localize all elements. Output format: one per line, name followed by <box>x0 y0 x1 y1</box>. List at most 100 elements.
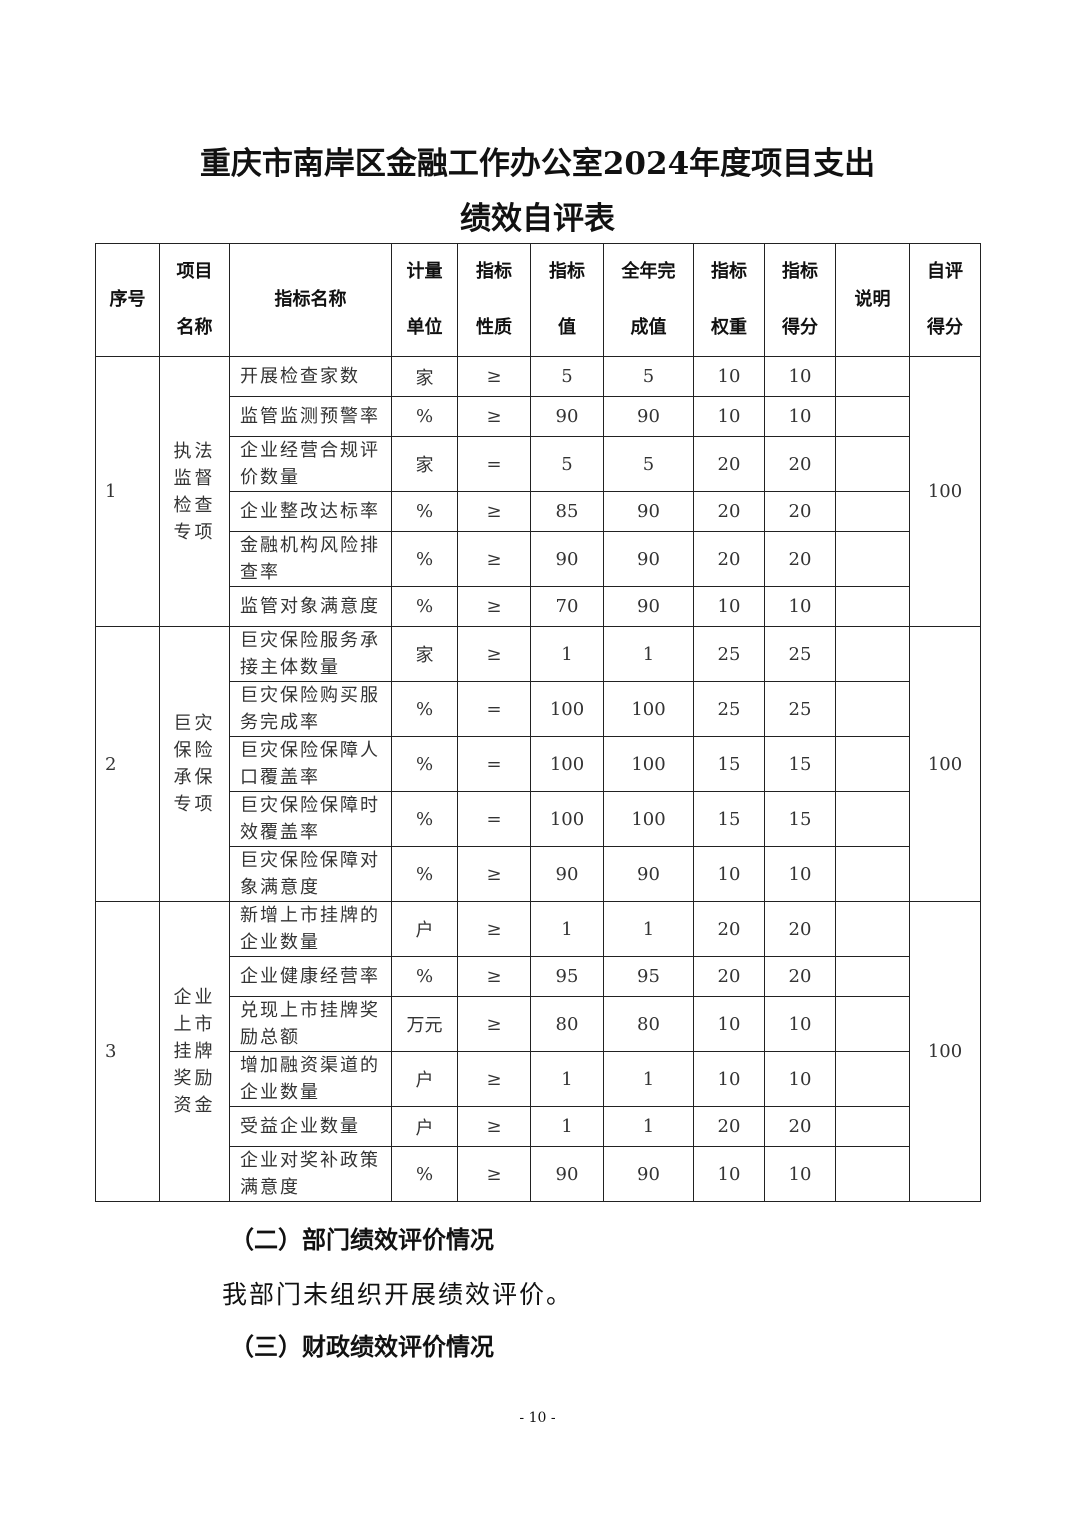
target-value: 90 <box>530 846 604 902</box>
actual-value: 100 <box>603 791 694 847</box>
note-cell <box>835 736 910 792</box>
column-header: 指标 权重 <box>693 243 765 357</box>
column-header: 指标值 <box>530 243 604 357</box>
nature: = <box>457 436 531 492</box>
target-value: 1 <box>530 626 604 682</box>
note-cell <box>835 901 910 957</box>
nature: ≥ <box>457 1146 531 1202</box>
indicator-name: 开展检查家数 <box>229 356 392 397</box>
table-header-row: 序号 项目 名称 指标名称 计量 单位 指标 性质 指标值全年完 成值 指标 权重 指标 得分 说明 自评 得分 <box>95 243 981 357</box>
target-value: 100 <box>530 791 604 847</box>
table-row: 3 企业 上市 挂牌 奖励 资金 新增上市挂牌的企业数量户 ≥1 1 20 20 100 <box>95 901 981 1202</box>
indicator-score: 10 <box>764 846 836 902</box>
indicator-name: 监管监测预警率 <box>229 396 392 437</box>
note-cell <box>835 491 910 532</box>
actual-value: 90 <box>603 846 694 902</box>
weight: 20 <box>693 491 765 532</box>
weight: 10 <box>693 1051 765 1107</box>
nature: ≥ <box>457 491 531 532</box>
target-value: 1 <box>530 1106 604 1147</box>
actual-value: 90 <box>603 491 694 532</box>
target-value: 70 <box>530 586 604 627</box>
weight: 10 <box>693 586 765 627</box>
section-3-heading: （三）财政绩效评价情况 <box>230 1333 494 1361</box>
weight: 15 <box>693 791 765 847</box>
weight: 20 <box>693 436 765 492</box>
nature: ≥ <box>457 396 531 437</box>
note-cell <box>835 396 910 437</box>
nature: ≥ <box>457 956 531 997</box>
note-cell <box>835 681 910 737</box>
table-row: 企业对奖补政策满意度% ≥90 90 10 10 <box>96 1146 981 1202</box>
unit: 家 <box>391 436 458 492</box>
unit: % <box>391 791 458 847</box>
actual-value: 80 <box>603 996 694 1052</box>
weight: 20 <box>693 531 765 587</box>
weight: 20 <box>693 956 765 997</box>
column-header: 计量 单位 <box>391 243 458 357</box>
note-cell <box>835 956 910 997</box>
actual-value: 1 <box>603 1051 694 1107</box>
column-header: 序号 <box>95 243 160 357</box>
indicator-name: 巨灾保险保障对象满意度 <box>229 846 392 902</box>
target-value: 5 <box>530 436 604 492</box>
note-cell <box>835 586 910 627</box>
section-2-heading: （二）部门绩效评价情况 <box>230 1226 494 1254</box>
nature: ≥ <box>457 626 531 682</box>
actual-value: 95 <box>603 956 694 997</box>
column-header: 自评 得分 <box>909 243 981 357</box>
actual-value: 1 <box>603 1106 694 1147</box>
actual-value: 1 <box>603 901 694 957</box>
unit: % <box>391 491 458 532</box>
indicator-score: 25 <box>764 681 836 737</box>
unit: % <box>391 956 458 997</box>
column-header: 项目 名称 <box>159 243 230 357</box>
nature: ≥ <box>457 846 531 902</box>
column-header: 指标名称 <box>229 243 392 357</box>
indicator-score: 15 <box>764 791 836 847</box>
target-value: 1 <box>530 1051 604 1107</box>
weight: 20 <box>693 1106 765 1147</box>
unit: % <box>391 531 458 587</box>
weight: 25 <box>693 626 765 682</box>
unit: % <box>391 396 458 437</box>
indicator-name: 巨灾保险保障时效覆盖率 <box>229 791 392 847</box>
unit: 家 <box>391 356 458 397</box>
note-cell <box>835 846 910 902</box>
weight: 10 <box>693 1146 765 1202</box>
unit: % <box>391 1146 458 1202</box>
indicator-score: 15 <box>764 736 836 792</box>
note-cell <box>835 626 910 682</box>
indicator-name: 企业经营合规评价数量 <box>229 436 392 492</box>
actual-value: 90 <box>603 531 694 587</box>
sequence-number: 1 <box>95 356 160 627</box>
project-name: 执法 监督 检查 专项 <box>159 356 230 627</box>
table-row: 企业健康经营率% ≥95 95 20 20 <box>96 956 981 997</box>
unit: 家 <box>391 626 458 682</box>
section-2-text: 我部门未组织开展绩效评价。 <box>222 1280 574 1309</box>
indicator-score: 20 <box>764 956 836 997</box>
note-cell <box>835 436 910 492</box>
note-cell <box>835 531 910 587</box>
table-row: 1 执法 监督 检查 专项 开展检查家数家 ≥5 5 10 10 100 <box>95 356 981 627</box>
note-cell <box>835 1106 910 1147</box>
weight: 10 <box>693 846 765 902</box>
self-score: 100 <box>909 626 981 902</box>
sequence-number: 2 <box>95 626 160 902</box>
table-row: 增加融资渠道的企业数量户 ≥1 1 10 10 <box>96 1051 981 1107</box>
weight: 25 <box>693 681 765 737</box>
page-number: - 10 - <box>519 1410 556 1426</box>
unit: 户 <box>391 1106 458 1147</box>
indicator-score: 25 <box>764 626 836 682</box>
indicator-name: 增加融资渠道的企业数量 <box>229 1051 392 1107</box>
indicator-score: 20 <box>764 436 836 492</box>
actual-value: 100 <box>603 681 694 737</box>
actual-value: 100 <box>603 736 694 792</box>
nature: ≥ <box>457 531 531 587</box>
title-line-1: 重庆市南岸区金融工作办公室2024年度项目支出 <box>199 146 876 182</box>
nature: ≥ <box>457 996 531 1052</box>
indicator-score: 10 <box>764 1051 836 1107</box>
target-value: 90 <box>530 396 604 437</box>
actual-value: 1 <box>603 626 694 682</box>
